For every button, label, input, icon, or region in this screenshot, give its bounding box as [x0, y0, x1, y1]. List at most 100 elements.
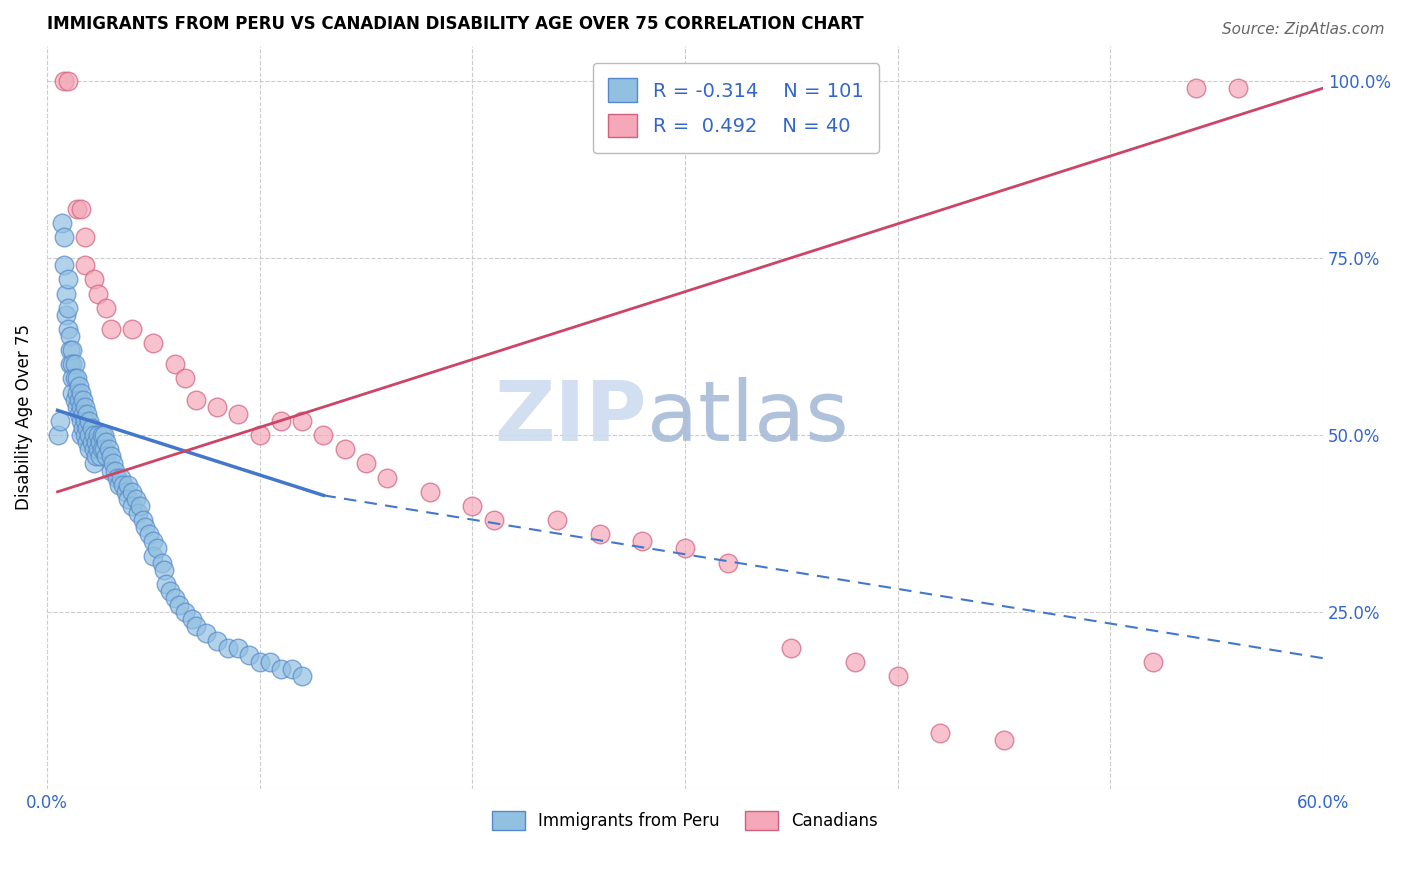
Point [482, 513, 505, 527]
Point [159, 583, 181, 598]
Point [993, 732, 1015, 747]
Point [312, 428, 335, 442]
Point [105, 470, 128, 484]
Point [80, 421, 103, 435]
Point [291, 669, 314, 683]
Point [51, 216, 73, 230]
Point [121, 322, 143, 336]
Point [80, 435, 103, 450]
Point [228, 407, 250, 421]
Point [112, 477, 135, 491]
Point [89, 435, 111, 450]
Point [1142, 655, 1164, 669]
Point [87, 442, 110, 457]
Point [100, 450, 122, 464]
Point [461, 499, 484, 513]
Point [167, 598, 190, 612]
Point [131, 513, 153, 527]
Point [134, 520, 156, 534]
Point [66, 385, 89, 400]
Point [62, 357, 84, 371]
Point [91, 428, 114, 442]
Point [716, 556, 738, 570]
Point [66, 400, 89, 414]
Point [63, 392, 86, 407]
Point [83, 442, 105, 457]
Point [108, 477, 131, 491]
Point [79, 414, 101, 428]
Point [184, 619, 207, 633]
Point [66, 371, 89, 385]
Point [87, 428, 110, 442]
Point [217, 640, 239, 655]
Point [93, 442, 115, 457]
Point [52, 258, 75, 272]
Point [780, 640, 803, 655]
Point [205, 633, 228, 648]
Point [52, 74, 75, 88]
Point [142, 549, 165, 563]
Point [546, 513, 568, 527]
Point [75, 258, 97, 272]
Point [121, 484, 143, 499]
Text: IMMIGRANTS FROM PERU VS CANADIAN DISABILITY AGE OVER 75 CORRELATION CHART: IMMIGRANTS FROM PERU VS CANADIAN DISABIL… [46, 15, 863, 33]
Point [205, 400, 228, 414]
Point [79, 428, 101, 442]
Point [63, 357, 86, 371]
Point [76, 407, 98, 421]
Point [70, 414, 93, 428]
Point [270, 414, 292, 428]
Point [150, 556, 173, 570]
Point [70, 385, 93, 400]
Point [249, 655, 271, 669]
Point [886, 669, 908, 683]
Point [1184, 81, 1206, 95]
Point [100, 464, 122, 478]
Point [83, 272, 105, 286]
Point [67, 378, 90, 392]
Point [155, 577, 177, 591]
Text: Source: ZipAtlas.com: Source: ZipAtlas.com [1222, 22, 1385, 37]
Point [195, 626, 218, 640]
Point [59, 343, 82, 358]
Point [76, 421, 98, 435]
Point [97, 442, 120, 457]
Point [83, 457, 105, 471]
Point [70, 400, 93, 414]
Point [142, 336, 165, 351]
Point [72, 407, 94, 421]
Point [75, 414, 97, 428]
Legend: Immigrants from Peru, Canadians: Immigrants from Peru, Canadians [485, 804, 884, 837]
Point [117, 491, 139, 506]
Point [631, 534, 654, 549]
Text: ZIP: ZIP [495, 377, 647, 458]
Point [114, 484, 136, 499]
Point [89, 450, 111, 464]
Point [52, 230, 75, 244]
Point [75, 230, 97, 244]
Point [163, 591, 186, 605]
Point [79, 442, 101, 457]
Point [93, 428, 115, 442]
Point [184, 392, 207, 407]
Point [174, 605, 197, 619]
Point [55, 286, 77, 301]
Point [56, 272, 79, 286]
Point [280, 662, 302, 676]
Y-axis label: Disability Age Over 75: Disability Age Over 75 [15, 325, 32, 510]
Point [70, 428, 93, 442]
Point [238, 648, 260, 662]
Point [673, 541, 696, 556]
Point [75, 428, 97, 442]
Point [174, 371, 197, 385]
Point [96, 450, 118, 464]
Point [67, 407, 90, 421]
Point [142, 534, 165, 549]
Point [59, 329, 82, 343]
Point [375, 470, 398, 484]
Point [62, 385, 84, 400]
Point [589, 527, 612, 541]
Point [62, 343, 84, 358]
Point [419, 484, 441, 499]
Point [270, 662, 292, 676]
